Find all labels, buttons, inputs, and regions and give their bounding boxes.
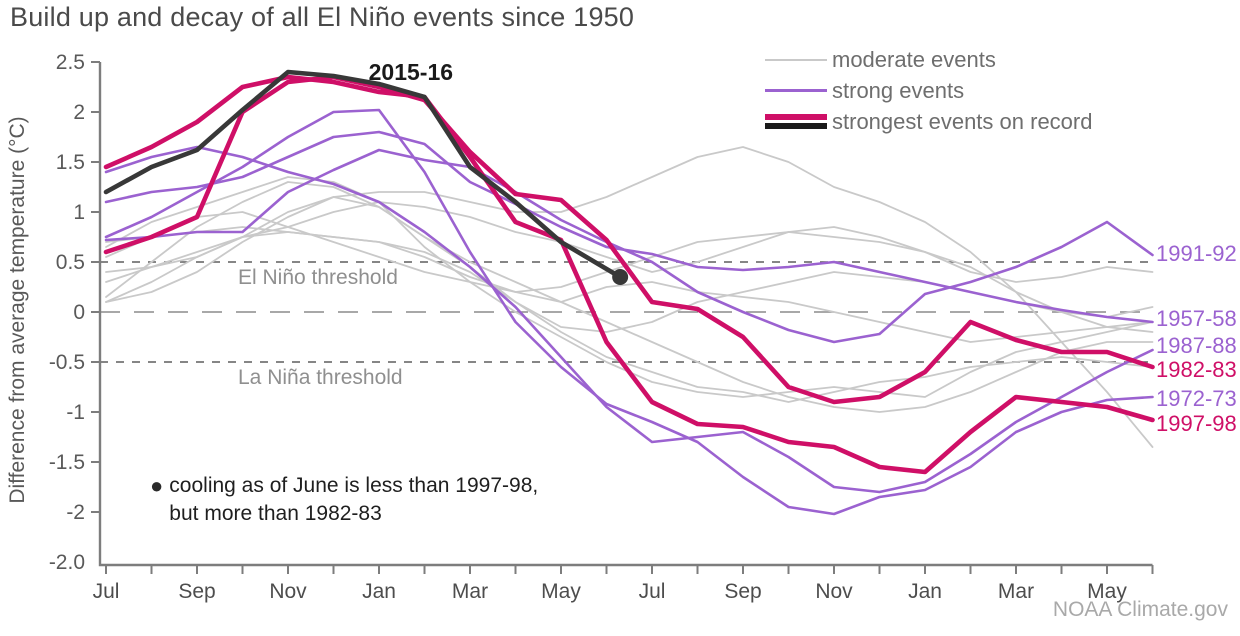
year-label-1982-83: 1982-83: [1156, 357, 1237, 382]
moderate-line-swatch: [765, 58, 827, 61]
x-tick-label: May: [1087, 580, 1127, 603]
current-event-endpoint-dot: [612, 269, 629, 285]
series-line-1957-58: [104, 130, 1154, 324]
y-tick-label: 1: [73, 201, 85, 224]
series-line-moderate-1: [105, 211, 1154, 343]
x-tick-label: Mar: [452, 580, 488, 603]
legend-label: strongest events on record: [832, 108, 1093, 134]
x-tick-label: Sep: [178, 580, 215, 603]
y-tick-label: 2.5: [56, 51, 85, 74]
elnino-threshold-label: El Niño threshold: [238, 266, 398, 289]
x-tick-label: Jul: [639, 580, 666, 603]
y-tick-label: -0.5: [49, 351, 85, 374]
legend-item-strong: strong events: [765, 75, 1092, 106]
series-line-1991-92: [104, 148, 1154, 344]
annotation-text: cooling as of June is less than 1997-98,…: [169, 474, 539, 525]
x-tick-label: May: [541, 580, 581, 603]
strong-line-swatch: [765, 89, 827, 92]
y-tick-label: 1.5: [56, 151, 85, 174]
series-line-moderate-5: [105, 146, 1154, 448]
y-tick-label: 0.5: [56, 251, 85, 274]
y-tick-label: 2: [73, 101, 85, 124]
series-line-1987-88: [104, 145, 1154, 494]
y-axis-label: Difference from average temperature (°C): [6, 116, 29, 504]
year-label-1991-92: 1991-92: [1156, 241, 1237, 266]
axis-lines: [98, 62, 1153, 567]
x-tick-label: Nov: [815, 580, 853, 603]
series-line-moderate-8: [105, 226, 1154, 403]
y-tick-label: 0: [73, 301, 85, 324]
lanina-threshold-label: La Niña threshold: [238, 366, 403, 389]
x-tick-label: Nov: [269, 580, 307, 603]
x-tick-label: Jan: [908, 580, 942, 603]
series-line-moderate-4: [105, 231, 1154, 333]
year-label-1972-73: 1972-73: [1156, 386, 1237, 411]
legend-label: moderate events: [832, 46, 996, 72]
series-line-moderate-7: [105, 181, 1154, 333]
legend-label: strong events: [832, 77, 965, 103]
strongest-line-swatch: [765, 114, 827, 129]
annotation-cooling-note: ● cooling as of June is less than 1997-9…: [150, 472, 538, 528]
legend-item-moderate: moderate events: [765, 44, 1092, 75]
attribution: NOAA Climate.gov: [1052, 598, 1228, 621]
y-tick-label: -1.5: [49, 451, 85, 474]
y-tick-label: -1: [66, 401, 85, 424]
year-label-1997-98: 1997-98: [1156, 411, 1237, 436]
x-tick-label: Mar: [998, 580, 1034, 603]
y-tick-label: -2: [66, 501, 85, 524]
series-line-1972-73: [104, 108, 1154, 516]
series-line-moderate-6: [105, 196, 1154, 413]
x-tick-label: Jan: [362, 580, 396, 603]
x-tick-label: Sep: [724, 580, 761, 603]
x-tick-label: Jul: [93, 580, 120, 603]
year-label-1957-58: 1957-58: [1156, 306, 1237, 331]
legend: moderate events strong events strongest …: [765, 44, 1092, 137]
year-label-1987-88: 1987-88: [1156, 333, 1237, 358]
page-title: Build up and decay of all El Niño events…: [10, 2, 635, 32]
series-line-1982-83: [103, 74, 1155, 405]
series-label-2015-16: 2015-16: [369, 59, 453, 85]
dot-marker-icon: ●: [150, 473, 164, 498]
y-tick-label: -2.0: [49, 551, 85, 574]
series-line-2015-16: [103, 69, 623, 280]
legend-item-strongest: strongest events on record: [765, 106, 1092, 137]
